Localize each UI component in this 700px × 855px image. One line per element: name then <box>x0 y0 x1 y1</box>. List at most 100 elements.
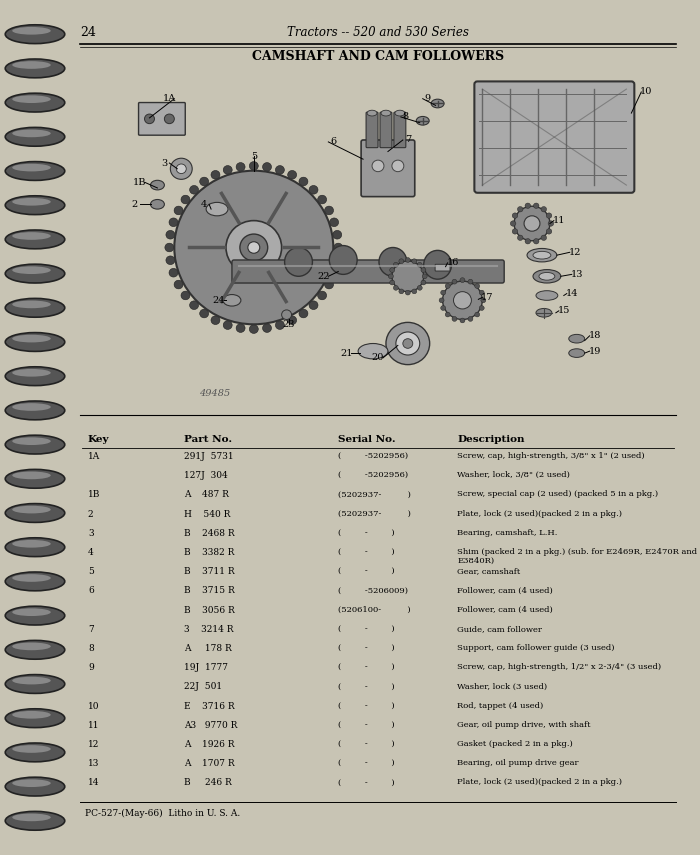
Ellipse shape <box>6 93 64 112</box>
FancyBboxPatch shape <box>361 140 415 197</box>
Circle shape <box>169 268 178 277</box>
Ellipse shape <box>13 711 50 718</box>
Ellipse shape <box>329 245 357 274</box>
Circle shape <box>249 162 258 170</box>
Text: 5: 5 <box>88 567 94 576</box>
Circle shape <box>170 158 192 180</box>
Ellipse shape <box>13 233 50 239</box>
Circle shape <box>417 286 422 290</box>
Ellipse shape <box>6 333 64 351</box>
FancyBboxPatch shape <box>475 81 634 192</box>
Text: 7: 7 <box>88 625 94 634</box>
Circle shape <box>181 195 190 203</box>
Circle shape <box>169 218 178 227</box>
Text: 13: 13 <box>88 759 99 768</box>
Circle shape <box>330 268 339 277</box>
Text: 14: 14 <box>566 289 578 298</box>
Text: CAMSHAFT AND CAM FOLLOWERS: CAMSHAFT AND CAM FOLLOWERS <box>252 50 504 63</box>
Circle shape <box>512 213 518 218</box>
Text: (         -         ): ( - ) <box>338 702 395 710</box>
Ellipse shape <box>13 814 50 821</box>
Text: Key: Key <box>88 434 109 444</box>
Circle shape <box>533 239 539 244</box>
Ellipse shape <box>379 247 407 276</box>
Text: 127J  304: 127J 304 <box>184 471 228 481</box>
Circle shape <box>454 292 471 309</box>
Circle shape <box>417 262 422 267</box>
Text: 24: 24 <box>80 27 96 39</box>
Ellipse shape <box>569 334 584 343</box>
Ellipse shape <box>6 162 64 180</box>
Circle shape <box>396 332 420 355</box>
Ellipse shape <box>13 96 50 103</box>
Circle shape <box>211 170 220 179</box>
Circle shape <box>541 235 547 240</box>
Ellipse shape <box>6 127 64 146</box>
Text: 6: 6 <box>88 587 94 595</box>
Ellipse shape <box>6 469 64 488</box>
Text: (         -         ): ( - ) <box>338 721 395 728</box>
Ellipse shape <box>569 349 584 357</box>
Ellipse shape <box>6 230 64 249</box>
Ellipse shape <box>223 294 241 306</box>
Circle shape <box>390 268 395 273</box>
Text: 8: 8 <box>88 644 94 653</box>
Circle shape <box>402 339 413 348</box>
Text: 17: 17 <box>481 293 493 302</box>
Text: PC-527-(May-66)  Litho in U. S. A.: PC-527-(May-66) Litho in U. S. A. <box>85 809 240 818</box>
Circle shape <box>262 162 272 171</box>
Text: 1A: 1A <box>162 94 176 103</box>
Text: 2: 2 <box>88 510 94 519</box>
Circle shape <box>475 312 480 317</box>
Circle shape <box>332 256 342 264</box>
Text: Part No.: Part No. <box>184 434 232 444</box>
Ellipse shape <box>13 677 50 684</box>
Circle shape <box>442 281 482 320</box>
Ellipse shape <box>6 435 64 454</box>
Text: 3: 3 <box>161 158 167 168</box>
Text: (         -         ): ( - ) <box>338 740 395 748</box>
Ellipse shape <box>13 438 50 445</box>
Circle shape <box>452 316 457 321</box>
Text: B     246 R: B 246 R <box>184 778 232 787</box>
Ellipse shape <box>6 709 64 728</box>
Text: 14: 14 <box>88 778 99 787</box>
Circle shape <box>309 186 318 194</box>
Ellipse shape <box>13 198 50 206</box>
Text: Bearing, camshaft, L.H.: Bearing, camshaft, L.H. <box>458 528 558 537</box>
Circle shape <box>445 284 450 288</box>
Circle shape <box>318 195 327 203</box>
Text: Gear, camshaft: Gear, camshaft <box>458 567 521 575</box>
Circle shape <box>372 160 384 172</box>
Circle shape <box>330 218 339 227</box>
Ellipse shape <box>6 264 64 283</box>
Ellipse shape <box>6 504 64 522</box>
Ellipse shape <box>533 269 561 283</box>
Ellipse shape <box>536 309 552 317</box>
Text: Serial No.: Serial No. <box>338 434 396 444</box>
Text: 49485: 49485 <box>199 389 230 398</box>
Text: (5202937-          ): (5202937- ) <box>338 510 411 517</box>
Circle shape <box>288 170 297 179</box>
Ellipse shape <box>527 249 556 262</box>
Circle shape <box>248 242 260 253</box>
Text: 3: 3 <box>88 528 94 538</box>
Text: 12: 12 <box>88 740 99 749</box>
Text: 1A: 1A <box>88 452 100 461</box>
Circle shape <box>405 290 410 295</box>
Text: (         -         ): ( - ) <box>338 663 395 671</box>
Circle shape <box>164 114 174 124</box>
Circle shape <box>309 301 318 310</box>
Text: 3    3214 R: 3 3214 R <box>184 625 234 634</box>
Ellipse shape <box>13 164 50 171</box>
Text: 8: 8 <box>402 113 409 121</box>
Ellipse shape <box>536 291 558 300</box>
Circle shape <box>275 321 284 329</box>
Circle shape <box>223 321 232 329</box>
Text: H    540 R: H 540 R <box>184 510 230 519</box>
Circle shape <box>533 203 539 209</box>
Text: Follower, cam (4 used): Follower, cam (4 used) <box>458 605 553 614</box>
Ellipse shape <box>13 746 50 753</box>
Text: 21: 21 <box>340 349 353 357</box>
Ellipse shape <box>395 110 405 116</box>
